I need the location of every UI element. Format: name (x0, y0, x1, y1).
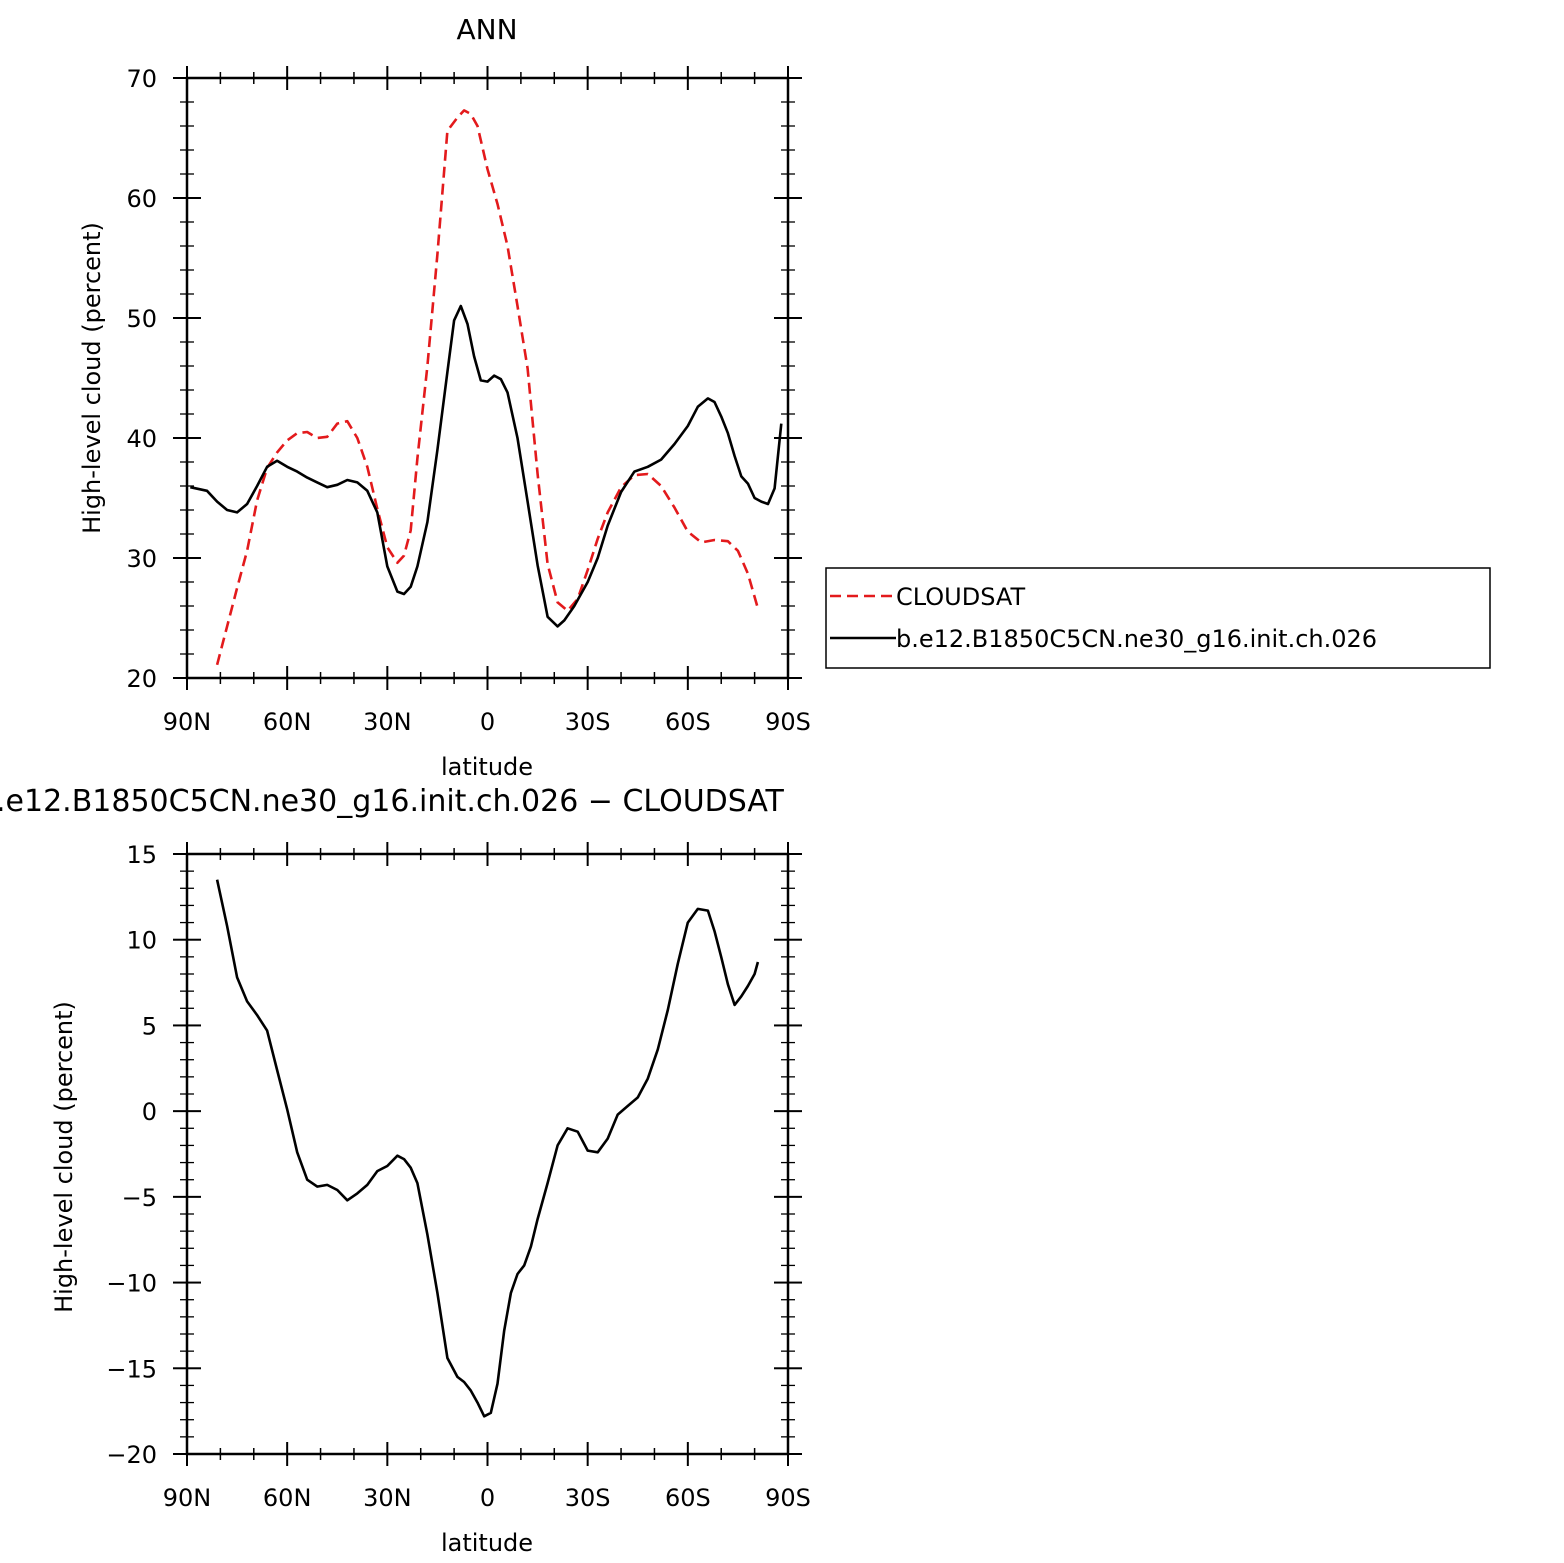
y-tick-label: 30 (126, 545, 157, 573)
chart-title-top: ANN (456, 13, 517, 46)
x-tick-label: 30S (565, 1484, 611, 1512)
chart-panel-bottom: .e12.B1850C5CN.ne30_g16.init.ch.026 − CL… (0, 784, 811, 1557)
x-axis-label-top: latitude (441, 753, 533, 781)
y-tick-label: 70 (126, 65, 157, 93)
x-axis-label-bottom: latitude (441, 1529, 533, 1557)
series-layer-top (190, 109, 783, 666)
series-line-b-e12-b1850c5cn-ne30-g16-init-ch-026 (190, 304, 783, 628)
legend-box (825, 567, 1491, 669)
x-tick-label: 60S (665, 708, 711, 736)
y-tick-label: 40 (126, 425, 157, 453)
chart-title-bottom: .e12.B1850C5CN.ne30_g16.init.ch.026 − CL… (0, 784, 785, 819)
series-layer-bottom (215, 879, 760, 1418)
axes-ticks-bottom: 90N 60N 30N 0 30S 60S 90S −20 −15 −10 −5 0 5 10 15 (106, 841, 811, 1512)
x-tick-label: 60N (263, 1484, 312, 1512)
chart-panel-top: ANN High-level cloud (percent) latitude … (78, 13, 811, 781)
x-tick-label: 60S (665, 1484, 711, 1512)
y-tick-label: −5 (122, 1184, 157, 1212)
plot-frame-bottom (185, 852, 790, 1456)
plot-frame-top (185, 76, 790, 680)
x-tick-label: 0 (480, 708, 495, 736)
legend: CLOUDSAT b.e12.B1850C5CN.ne30_g16.init.c… (825, 567, 1491, 669)
axes-ticks-top: 90N 60N 30N 0 30S 60S 90S 20 30 40 50 60 70 (126, 65, 810, 736)
x-tick-label: 30S (565, 708, 611, 736)
y-tick-label: 60 (126, 185, 157, 213)
legend-label-cloudsat: CLOUDSAT (896, 583, 1025, 611)
series-line-cloudsat (215, 109, 760, 666)
y-tick-label: −15 (106, 1355, 157, 1383)
legend-label-model: b.e12.B1850C5CN.ne30_g16.init.ch.026 (896, 625, 1377, 653)
x-tick-label: 30N (363, 1484, 412, 1512)
y-tick-label: 20 (126, 665, 157, 693)
y-axis-label-bottom: High-level cloud (percent) (50, 1001, 78, 1313)
x-tick-label: 90S (765, 708, 811, 736)
y-tick-label: 10 (126, 927, 157, 955)
y-tick-label: 5 (142, 1012, 157, 1040)
y-tick-label: 0 (142, 1098, 157, 1126)
x-tick-label: 90S (765, 1484, 811, 1512)
x-tick-label: 90N (163, 1484, 212, 1512)
y-tick-label: −10 (106, 1270, 157, 1298)
x-tick-label: 0 (480, 1484, 495, 1512)
x-tick-label: 30N (363, 708, 412, 736)
y-axis-label-top: High-level cloud (percent) (78, 222, 106, 534)
y-tick-label: −20 (106, 1441, 157, 1469)
series-line-difference (215, 879, 760, 1418)
x-tick-label: 90N (163, 708, 212, 736)
y-tick-label: 50 (126, 305, 157, 333)
x-tick-label: 60N (263, 708, 312, 736)
y-tick-label: 15 (126, 841, 157, 869)
